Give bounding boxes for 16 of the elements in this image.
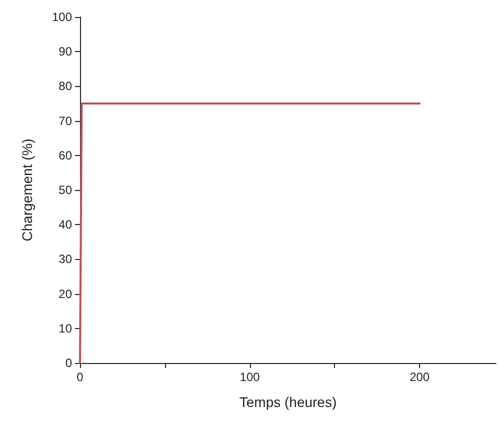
x-tick-label: 200 [410,370,430,384]
y-tick-label: 30 [58,252,72,266]
y-tick-label: 90 [58,44,72,59]
x-tick-label: 100 [240,370,260,384]
x-tick-label: 0 [76,370,84,384]
y-tick-label: 100 [52,10,72,24]
y-tick-label: 20 [58,286,72,301]
y-tick-label: 10 [58,321,72,336]
y-axis-title: Chargement (%) [19,138,35,242]
y-tick-label: 40 [58,218,72,232]
y-tick-label: 60 [58,148,72,162]
y-tick-label: 50 [58,183,72,197]
y-tick-label: 80 [58,79,72,94]
x-axis-title: Temps (heures) [239,394,337,410]
y-tick-label: 70 [58,114,72,128]
y-tick-label: 0 [65,356,72,370]
